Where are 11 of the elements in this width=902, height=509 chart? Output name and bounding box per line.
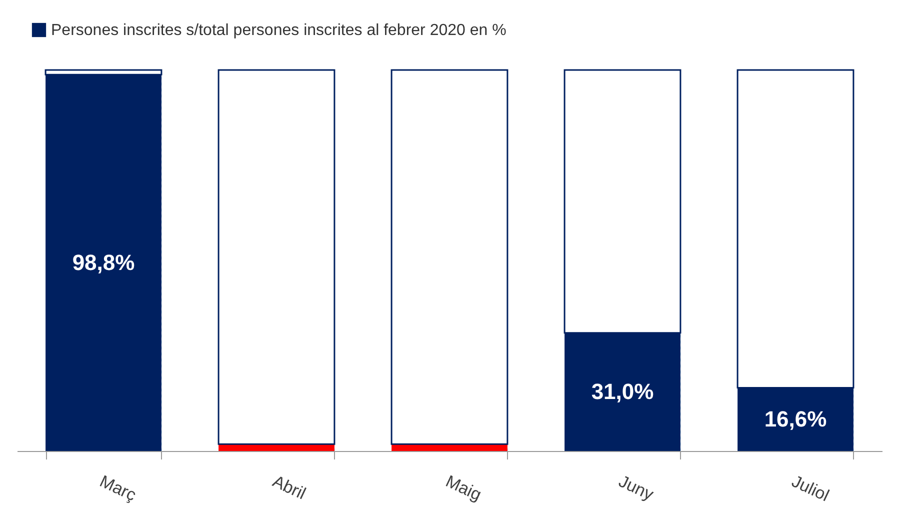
- data-label: 16,6%: [764, 406, 827, 432]
- data-label: 98,8%: [72, 250, 135, 275]
- x-tick-label: Maig: [442, 472, 484, 504]
- x-tick-label: Juny: [616, 472, 657, 504]
- x-tick-label: Abril: [270, 472, 309, 504]
- x-tick-label: Juliol: [788, 472, 832, 506]
- data-label: 31,0%: [591, 378, 654, 404]
- legend-label: Persones inscrites s/total persones inscrites al febrer 2020 en %: [51, 22, 506, 39]
- bar: [390, 69, 508, 445]
- x-tick-label: Març: [96, 472, 140, 506]
- bar: [218, 69, 336, 445]
